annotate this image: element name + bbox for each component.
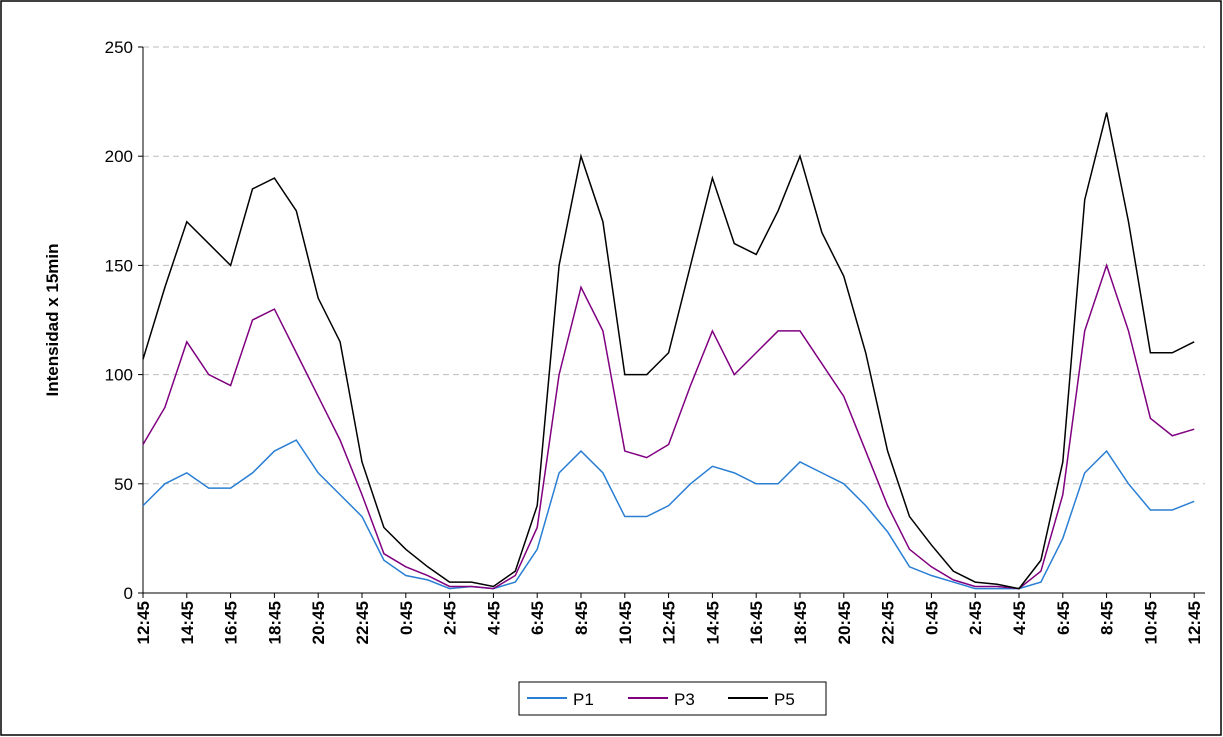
legend-label: P3 [674, 690, 695, 709]
x-tick-label: 22:45 [353, 601, 372, 644]
x-tick-label: 10:45 [616, 601, 635, 644]
legend-box [518, 681, 827, 716]
series-line [142, 112, 1195, 590]
x-tick-label: 14:45 [178, 601, 197, 644]
y-tick-label: 0 [124, 584, 133, 603]
y-tick-label: 200 [105, 147, 133, 166]
y-tick-label: 250 [105, 38, 133, 57]
x-tick-label: 4:45 [1010, 601, 1029, 635]
x-tick-label: 0:45 [922, 601, 941, 635]
x-tick-label: 10:45 [1141, 601, 1160, 644]
x-tick-label: 8:45 [1098, 601, 1117, 635]
x-tick-label: 12:45 [134, 601, 153, 644]
x-tick-label: 20:45 [835, 601, 854, 644]
legend-label: P1 [573, 690, 594, 709]
x-tick-label: 22:45 [879, 601, 898, 644]
x-tick-label: 4:45 [484, 601, 503, 635]
y-axis-label: Intensidad x 15min [43, 243, 62, 396]
x-tick-label: 20:45 [309, 601, 328, 644]
x-tick-label: 16:45 [747, 601, 766, 644]
y-tick-label: 150 [105, 256, 133, 275]
x-tick-label: 8:45 [572, 601, 591, 635]
x-tick-label: 6:45 [528, 601, 547, 635]
x-tick-label: 6:45 [1054, 601, 1073, 635]
x-tick-label: 18:45 [791, 601, 810, 644]
x-tick-label: 12:45 [660, 601, 679, 644]
y-tick-label: 100 [105, 366, 133, 385]
x-tick-label: 14:45 [703, 601, 722, 644]
x-tick-label: 2:45 [966, 601, 985, 635]
x-tick-label: 12:45 [1185, 601, 1204, 644]
x-tick-label: 16:45 [222, 601, 241, 644]
legend-label: P5 [774, 690, 795, 709]
x-tick-label: 18:45 [265, 601, 284, 644]
y-tick-label: 50 [114, 475, 133, 494]
x-tick-label: 2:45 [441, 601, 460, 635]
x-tick-label: 0:45 [397, 601, 416, 635]
